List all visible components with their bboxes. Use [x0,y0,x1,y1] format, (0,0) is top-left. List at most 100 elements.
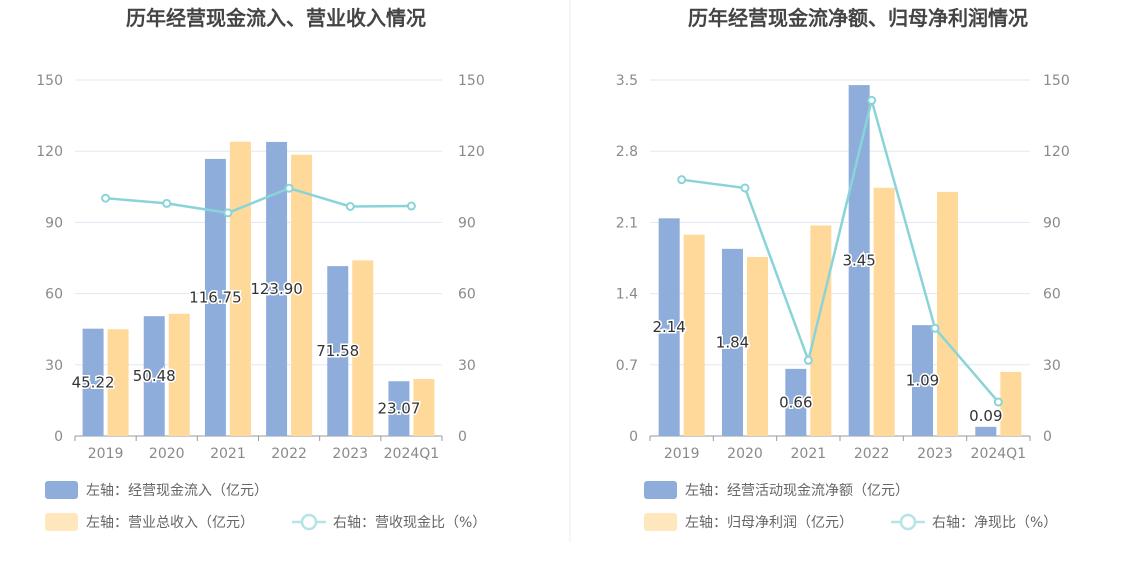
y-right-tick-label: 60 [1043,287,1061,303]
bar-primary [722,248,743,436]
line-point [677,175,687,185]
bar-secondary [352,260,374,436]
y-right-tick-label: 0 [458,429,467,445]
x-tick-label: 2021 [791,446,827,462]
y-left-tick-label: 60 [45,287,63,303]
y-right-tick-label: 150 [1043,73,1070,89]
bar-secondary [810,225,832,436]
y-left-tick-label: 3.5 [616,73,638,89]
line-point [993,397,1003,407]
data-label: 1.84 [716,333,749,351]
legend: 左轴：经营现金流入（亿元） 左轴：营业总收入（亿元） 右轴：营收现金比（%） [45,481,486,531]
bar-primary [204,158,226,436]
y-right-tick-label: 30 [458,358,476,374]
legend-item-line[interactable]: 右轴：营收现金比（%） [292,513,486,531]
legend-label: 右轴：净现比（%） [932,515,1057,531]
plot-area: 0 0.7 1.4 2.1 2.8 3.5 0 30 60 90 120 150 2019 2020 202… [616,73,1070,462]
data-label: 0.09 [969,407,1002,425]
line-point [740,183,750,193]
data-label: 71.58 [316,342,359,360]
data-label: 2.14 [652,318,685,336]
legend-label: 左轴：营业总收入（亿元） [86,515,254,531]
x-tick-label: 2024Q1 [971,446,1027,462]
y-right-tick-label: 150 [458,73,485,89]
legend-marker-icon [300,513,318,531]
bar-primary [143,316,165,436]
legend: 左轴：经营活动现金流净额（亿元） 左轴：归母净利润（亿元） 右轴：净现比（%） [644,481,1057,531]
bar-secondary [229,141,251,436]
bar-primary [82,328,104,436]
bar-secondary [413,379,435,436]
bar-primary [327,266,349,436]
chart-title: 历年经营现金流净额、归母净利润情况 [688,6,1028,30]
bar-primary [912,325,933,436]
legend-swatch [644,481,677,499]
data-label: 45.22 [72,373,115,391]
data-label: 0.66 [779,393,812,411]
chart-cashflow-revenue: 历年经营现金流入、营业收入情况 0 30 60 90 120 150 0 30 60 90 120 1… [36,6,486,531]
y-right-tick-label: 120 [1043,144,1070,160]
legend-label: 左轴：归母净利润（亿元） [685,514,853,531]
line-series [681,95,1000,403]
data-label: 116.75 [189,288,242,306]
bar-secondary [937,191,958,436]
x-tick-label: 2020 [149,446,185,462]
y-left-tick-label: 0 [629,429,638,445]
x-tick-label: 2019 [664,446,700,462]
legend-item-bar-primary[interactable]: 左轴：经营活动现金流净额（亿元） [644,481,909,499]
x-tick-label: 2023 [332,446,368,462]
line-point [867,95,877,105]
legend-swatch [45,513,78,531]
chart-netcashflow-profit: 历年经营现金流净额、归母净利润情况 0 0.7 1.4 2.1 2.8 3.5 0 30 60 9… [616,6,1070,531]
legend-item-line[interactable]: 右轴：净现比（%） [891,513,1057,531]
chart-title: 历年经营现金流入、营业收入情况 [126,6,426,30]
x-tick-label: 2021 [210,446,246,462]
bar-primary [266,141,288,436]
y-left-tick-label: 2.8 [616,144,638,160]
data-label: 123.90 [250,280,303,298]
y-left-tick-label: 150 [36,73,63,89]
y-left-tick-label: 2.1 [616,215,638,231]
bar-primary [975,426,997,436]
legend-marker-icon [899,513,917,531]
bar-secondary [747,256,768,436]
y-left-tick-label: 120 [36,144,63,160]
legend-label: 右轴：营收现金比（%） [333,515,486,531]
data-label: 1.09 [906,372,939,390]
y-right-tick-label: 60 [458,287,476,303]
bar-primary [785,368,807,436]
bar-secondary [168,313,190,436]
y-right-tick-label: 90 [1043,215,1061,231]
legend-item-bar-primary[interactable]: 左轴：经营现金流入（亿元） [45,481,268,499]
line-point [803,355,813,365]
line-point [930,323,940,333]
legend-label: 左轴：经营活动现金流净额（亿元） [685,483,909,499]
line-series [105,186,412,215]
bar-secondary [107,329,129,436]
data-label: 3.45 [842,252,875,270]
y-left-tick-label: 0 [54,429,63,445]
line-point [406,201,416,211]
y-left-tick-label: 0.7 [616,358,638,374]
line-point [101,193,111,203]
legend-item-bar-secondary[interactable]: 左轴：营业总收入（亿元） [45,513,254,531]
bar-secondary [1000,371,1022,436]
plot-area: 0 30 60 90 120 150 0 30 60 90 120 150 2019 2020 2021 20… [36,73,484,462]
data-label: 50.48 [133,367,176,385]
legend-item-bar-secondary[interactable]: 左轴：归母净利润（亿元） [644,513,853,531]
x-tick-label: 2022 [854,446,890,462]
legend-swatch [45,481,78,499]
y-right-tick-label: 120 [458,144,485,160]
y-right-tick-label: 30 [1043,358,1061,374]
line-point [284,183,294,193]
x-tick-label: 2024Q1 [384,446,440,462]
y-left-tick-label: 30 [45,358,63,374]
bar-secondary [291,154,313,436]
line-point [162,198,172,208]
bar-primary [658,218,680,436]
line-point [223,208,233,218]
legend-label: 左轴：经营现金流入（亿元） [86,483,268,499]
x-tick-label: 2023 [917,446,953,462]
